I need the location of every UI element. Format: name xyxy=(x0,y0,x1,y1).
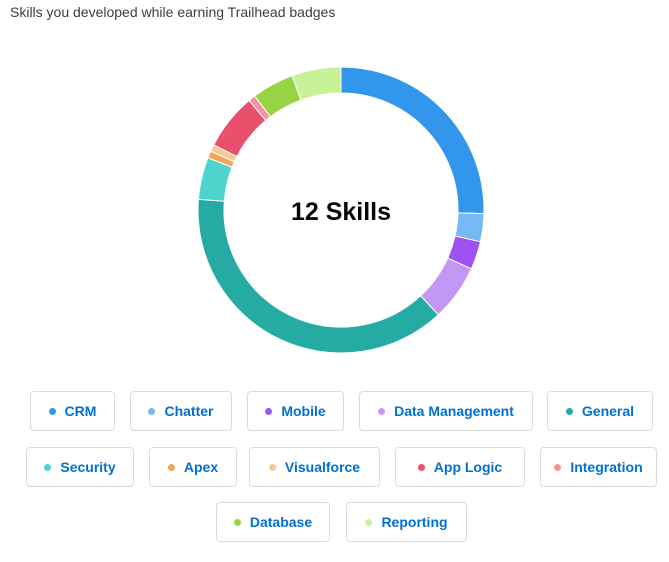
legend-item-app-logic[interactable]: App Logic xyxy=(395,447,525,487)
legend-item-general[interactable]: General xyxy=(547,391,653,431)
legend-item-database[interactable]: Database xyxy=(216,502,330,542)
legend-item-chatter[interactable]: Chatter xyxy=(130,391,232,431)
legend-dot-icon xyxy=(167,463,175,471)
legend-dot-icon xyxy=(565,407,573,415)
legend-label: Data Management xyxy=(394,403,514,419)
legend-item-security[interactable]: Security xyxy=(26,447,134,487)
legend-label: General xyxy=(581,403,635,419)
legend-dot-icon xyxy=(265,407,273,415)
donut-slice-reporting[interactable] xyxy=(291,66,342,101)
legend-label: Security xyxy=(60,459,116,475)
legend-label: Visualforce xyxy=(284,459,361,475)
legend-label: Mobile xyxy=(281,403,326,419)
legend-item-data-management[interactable]: Data Management xyxy=(359,391,533,431)
legend-label: Integration xyxy=(570,459,643,475)
legend-dot-icon xyxy=(268,463,276,471)
legend-dot-icon xyxy=(554,463,562,471)
legend-label: App Logic xyxy=(433,459,503,475)
donut-slices xyxy=(197,66,485,354)
legend-label: Reporting xyxy=(381,514,448,530)
legend-label: Chatter xyxy=(164,403,214,419)
legend-dot-icon xyxy=(48,407,56,415)
legend-dot-icon xyxy=(148,407,156,415)
legend-label: Apex xyxy=(183,459,219,475)
legend-label: Database xyxy=(249,514,313,530)
legend-item-mobile[interactable]: Mobile xyxy=(247,391,344,431)
center-skill-count: 12 Skills xyxy=(291,198,391,226)
legend-dot-icon xyxy=(44,463,52,471)
legend-item-integration[interactable]: Integration xyxy=(540,447,657,487)
legend-dot-icon xyxy=(378,407,386,415)
skills-donut-chart: 12 Skills xyxy=(197,66,485,354)
legend-item-crm[interactable]: CRM xyxy=(30,391,115,431)
legend-item-reporting[interactable]: Reporting xyxy=(346,502,467,542)
donut-slice-crm[interactable] xyxy=(340,66,485,215)
legend-dot-icon xyxy=(365,518,373,526)
legend-dot-icon xyxy=(233,518,241,526)
chart-subtitle: Skills you developed while earning Trail… xyxy=(10,4,336,20)
legend-item-visualforce[interactable]: Visualforce xyxy=(249,447,380,487)
legend-item-apex[interactable]: Apex xyxy=(149,447,237,487)
legend-label: CRM xyxy=(64,403,97,419)
legend-dot-icon xyxy=(417,463,425,471)
